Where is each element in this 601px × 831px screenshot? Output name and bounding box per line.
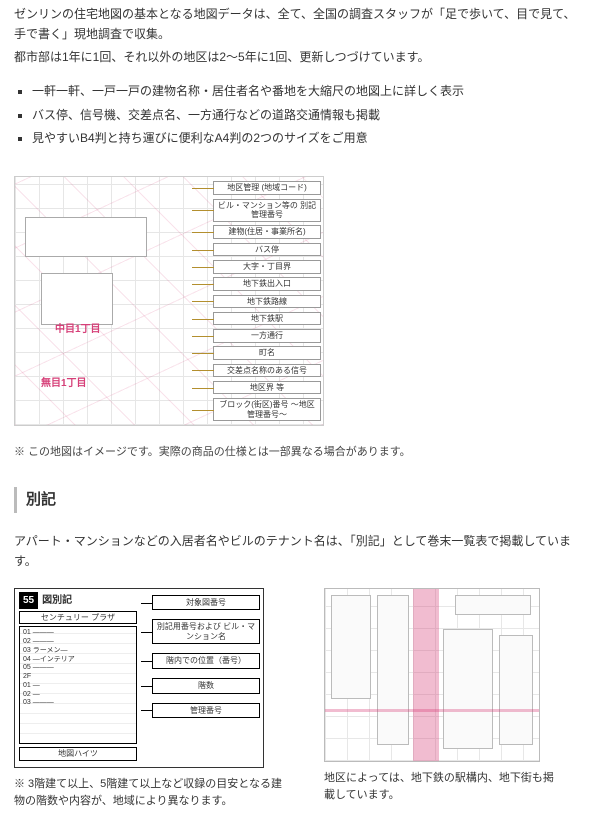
map-block: 中目1丁目 無目1丁目 地区管理 (地域コード) ビル・マンション等の 別記管理… — [14, 176, 585, 461]
underground-block — [331, 595, 371, 699]
building-name: センチュリー プラザ — [19, 611, 137, 625]
intro-line-2: 都市部は1年に1回、それ以外の地区は2〜5年に1回、更新しつづけています。 — [14, 47, 585, 67]
legend-item: 一方通行 — [213, 329, 321, 343]
legend-item: 大字・丁目界 — [213, 260, 321, 274]
underground-block — [499, 635, 533, 745]
bekki-left-caption: ※ 3階建て以上、5階建て以上など収録の目安となる建物の階数や内容が、地域により… — [14, 776, 284, 811]
feature-item: 見やすいB4判と持ち運びに便利なA4判の2つのサイズをご用意 — [32, 128, 585, 148]
callout-box: 対象図番号 — [152, 595, 260, 611]
bekki-intro: アパート・マンションなどの入居者名やビルのテナント名は、「別記」として巻末一覧表… — [14, 531, 585, 572]
callout-box: 別記用番号および ビル・マンション名 — [152, 619, 260, 644]
map-figure: 中目1丁目 無目1丁目 地区管理 (地域コード) ビル・マンション等の 別記管理… — [14, 176, 324, 426]
panel-left: センチュリー プラザ 01 ———02 ———03 ラーメン—04 —インテリア… — [19, 611, 137, 763]
underground-block — [443, 629, 493, 749]
panel-title: 55 図別記 — [19, 592, 72, 609]
feature-list: 一軒一軒、一戸一戸の建物名称・居住者名や番地を大縮尺の地図上に詳しく表示 バス停… — [26, 81, 585, 148]
bekki-right-caption: 地区によっては、地下鉄の駅構内、地下街も掲載しています。 — [324, 770, 554, 805]
legend-item: 町名 — [213, 346, 321, 360]
legend-item: ブロック(街区)番号 〜地区管理番号〜 — [213, 398, 321, 421]
callout-box: 階内での位置（番号） — [152, 653, 260, 669]
panel-title-text: 図別記 — [42, 592, 72, 609]
bekki-panel: 55 図別記 センチュリー プラザ 01 ———02 ———03 ラーメン—04… — [14, 588, 264, 768]
tenant-list: 01 ———02 ———03 ラーメン—04 —インテリア05 ———2F01 … — [19, 626, 137, 744]
building-name: 地図ハイツ — [19, 747, 137, 761]
bekki-left-col: 55 図別記 センチュリー プラザ 01 ———02 ———03 ラーメン—04… — [14, 588, 284, 811]
legend-item: 地下鉄駅 — [213, 312, 321, 326]
map-label-chome: 無目1丁目 — [41, 375, 87, 392]
legend-item: バス停 — [213, 243, 321, 257]
callout-box: 階数 — [152, 678, 260, 694]
map-label-chome: 中目1丁目 — [55, 321, 101, 338]
underground-block — [377, 595, 409, 745]
callout-box: 管理番号 — [152, 703, 260, 719]
legend-item: 地区管理 (地域コード) — [213, 181, 321, 195]
underground-block — [455, 595, 531, 615]
map-legend: 地区管理 (地域コード) ビル・マンション等の 別記管理番号 建物(住居・事業所… — [213, 179, 321, 423]
underground-panel — [324, 588, 540, 762]
legend-item: 地区界 等 — [213, 381, 321, 395]
legend-item: 地下鉄路線 — [213, 295, 321, 309]
feature-item: バス停、信号機、交差点名、一方通行などの道路交通情報も掲載 — [32, 105, 585, 125]
feature-item: 一軒一軒、一戸一戸の建物名称・居住者名や番地を大縮尺の地図上に詳しく表示 — [32, 81, 585, 101]
intro-block: ゼンリンの住宅地図の基本となる地図データは、全て、全国の調査スタッフが「足で歩い… — [14, 4, 585, 67]
intro-line-1: ゼンリンの住宅地図の基本となる地図データは、全て、全国の調査スタッフが「足で歩い… — [14, 4, 585, 45]
legend-item: 建物(住居・事業所名) — [213, 225, 321, 239]
panel-title-number: 55 — [19, 592, 38, 609]
underground-road — [325, 709, 540, 712]
legend-item: 交差点名称のある信号 — [213, 364, 321, 378]
underground-road — [413, 589, 439, 762]
section-heading-bekki: 別記 — [14, 487, 585, 513]
legend-item: 地下鉄出入口 — [213, 277, 321, 291]
legend-item: ビル・マンション等の 別記管理番号 — [213, 199, 321, 222]
bekki-columns: 55 図別記 センチュリー プラザ 01 ———02 ———03 ラーメン—04… — [14, 588, 585, 811]
bekki-right-col: 地区によっては、地下鉄の駅構内、地下街も掲載しています。 — [324, 588, 554, 805]
map-disclaimer: ※ この地図はイメージです。実際の商品の仕様とは一部異なる場合があります。 — [14, 443, 585, 462]
